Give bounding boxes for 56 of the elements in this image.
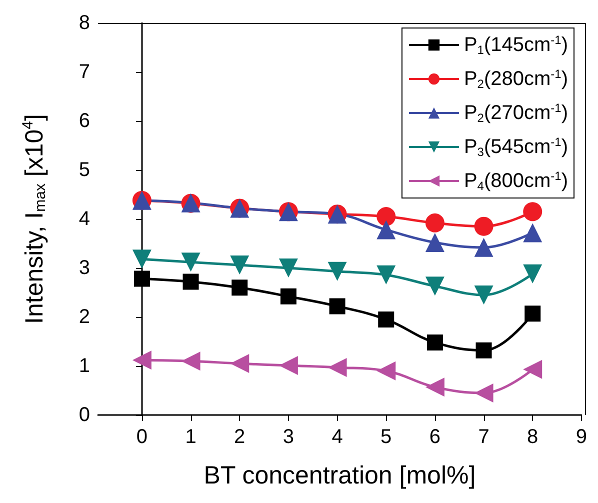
x-tick-label: 5 xyxy=(380,426,392,448)
y-tick-label: 5 xyxy=(78,159,90,181)
point xyxy=(474,285,494,304)
x-tick-label: 4 xyxy=(332,426,343,448)
x-tick-label: 8 xyxy=(527,426,538,448)
point xyxy=(523,360,542,379)
y-tick-label: 1 xyxy=(78,355,90,377)
point xyxy=(376,207,396,226)
point xyxy=(523,264,542,284)
point xyxy=(524,306,541,322)
point xyxy=(523,202,542,222)
y-axis-title: Intensity, Imax [x104] xyxy=(20,114,49,324)
point xyxy=(278,258,298,278)
point xyxy=(230,256,250,275)
point xyxy=(230,354,250,374)
x-axis-title: BT concentration [mol%] xyxy=(204,462,476,490)
point xyxy=(426,334,443,350)
y-tick-label: 3 xyxy=(78,257,90,279)
x-tick-label: 0 xyxy=(136,426,148,448)
point xyxy=(278,356,298,376)
point xyxy=(280,288,296,304)
point xyxy=(378,311,394,328)
point xyxy=(328,358,347,377)
point xyxy=(376,220,396,240)
point xyxy=(474,238,494,257)
point xyxy=(425,276,444,296)
point xyxy=(474,216,494,236)
point xyxy=(132,250,152,269)
y-tick-label: 0 xyxy=(78,404,90,426)
y-tick-label: 8 xyxy=(78,12,90,34)
x-tick-label: 2 xyxy=(234,426,246,448)
x-tick-label: 3 xyxy=(282,426,294,448)
point xyxy=(425,233,444,252)
point xyxy=(474,383,494,402)
point xyxy=(376,265,396,284)
point xyxy=(132,350,152,370)
y-tick-label: 4 xyxy=(78,208,90,230)
y-tick-label: 7 xyxy=(78,61,90,83)
point xyxy=(476,342,492,358)
point xyxy=(523,223,542,242)
x-tick-label: 9 xyxy=(576,426,587,448)
x-tick-label: 1 xyxy=(185,426,196,448)
x-tick-label: 6 xyxy=(429,426,441,448)
point xyxy=(425,213,444,232)
point xyxy=(376,361,396,380)
point xyxy=(182,274,199,290)
point xyxy=(328,262,347,281)
point xyxy=(232,280,248,296)
point xyxy=(134,270,150,287)
point xyxy=(181,252,200,272)
x-tick-label: 7 xyxy=(478,426,490,448)
point xyxy=(329,298,346,314)
point xyxy=(425,378,444,397)
point xyxy=(181,352,200,371)
y-tick-label: 2 xyxy=(78,306,90,328)
y-tick-label: 6 xyxy=(78,110,90,132)
